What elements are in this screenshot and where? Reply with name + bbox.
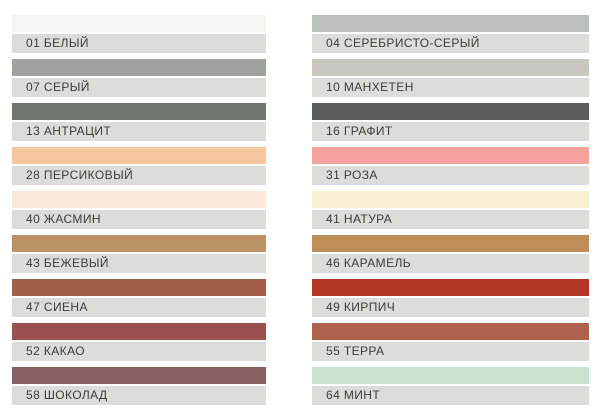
color-swatch [312,147,589,164]
palette-item: 01 БЕЛЫЙ [12,15,266,53]
swatch-label: 43 БЕЖЕВЫЙ [12,254,266,273]
color-swatch [12,235,266,252]
color-swatch [12,59,266,76]
swatch-label: 41 НАТУРА [312,210,589,229]
palette-item: 40 ЖАСМИН [12,191,266,229]
palette-item: 16 ГРАФИТ [312,103,589,141]
swatch-label: 28 ПЕРСИКОВЫЙ [12,166,266,185]
color-swatch [312,235,589,252]
swatch-label: 31 РОЗА [312,166,589,185]
swatch-label: 52 КАКАО [12,342,266,361]
color-swatch [312,15,589,32]
palette-item: 10 МАНХЕТЕН [312,59,589,97]
swatch-label: 49 КИРПИЧ [312,298,589,317]
palette-item: 52 КАКАО [12,323,266,361]
color-swatch [12,367,266,384]
palette-item: 55 ТЕРРА [312,323,589,361]
swatch-label: 64 МИНТ [312,386,589,405]
palette-item: 04 СЕРЕБРИСТО-СЕРЫЙ [312,15,589,53]
palette-item: 58 ШОКОЛАД [12,367,266,405]
swatch-label: 47 СИЕНА [12,298,266,317]
color-swatch [312,191,589,208]
swatch-label: 07 СЕРЫЙ [12,78,266,97]
palette-column-left: 01 БЕЛЫЙ 07 СЕРЫЙ 13 АНТРАЦИТ 28 ПЕРСИКО… [12,15,266,411]
palette-item: 13 АНТРАЦИТ [12,103,266,141]
swatch-label: 46 КАРАМЕЛЬ [312,254,589,273]
swatch-label: 04 СЕРЕБРИСТО-СЕРЫЙ [312,34,589,53]
swatch-label: 58 ШОКОЛАД [12,386,266,405]
swatch-label: 40 ЖАСМИН [12,210,266,229]
swatch-label: 55 ТЕРРА [312,342,589,361]
color-swatch [312,323,589,340]
palette-item: 31 РОЗА [312,147,589,185]
palette-item: 07 СЕРЫЙ [12,59,266,97]
color-swatch [12,323,266,340]
color-swatch [12,147,266,164]
swatch-label: 10 МАНХЕТЕН [312,78,589,97]
color-swatch [12,279,266,296]
swatch-label: 13 АНТРАЦИТ [12,122,266,141]
color-swatch [12,15,266,32]
palette-item: 41 НАТУРА [312,191,589,229]
color-swatch [12,191,266,208]
swatch-label: 16 ГРАФИТ [312,122,589,141]
color-swatch [312,103,589,120]
color-swatch [312,279,589,296]
palette-column-right: 04 СЕРЕБРИСТО-СЕРЫЙ 10 МАНХЕТЕН 16 ГРАФИ… [312,15,589,411]
color-swatch [12,103,266,120]
swatch-label: 01 БЕЛЫЙ [12,34,266,53]
color-swatch [312,59,589,76]
palette-item: 46 КАРАМЕЛЬ [312,235,589,273]
palette-item: 43 БЕЖЕВЫЙ [12,235,266,273]
color-swatch [312,367,589,384]
palette-item: 49 КИРПИЧ [312,279,589,317]
palette-item: 64 МИНТ [312,367,589,405]
palette-item: 47 СИЕНА [12,279,266,317]
palette-item: 28 ПЕРСИКОВЫЙ [12,147,266,185]
